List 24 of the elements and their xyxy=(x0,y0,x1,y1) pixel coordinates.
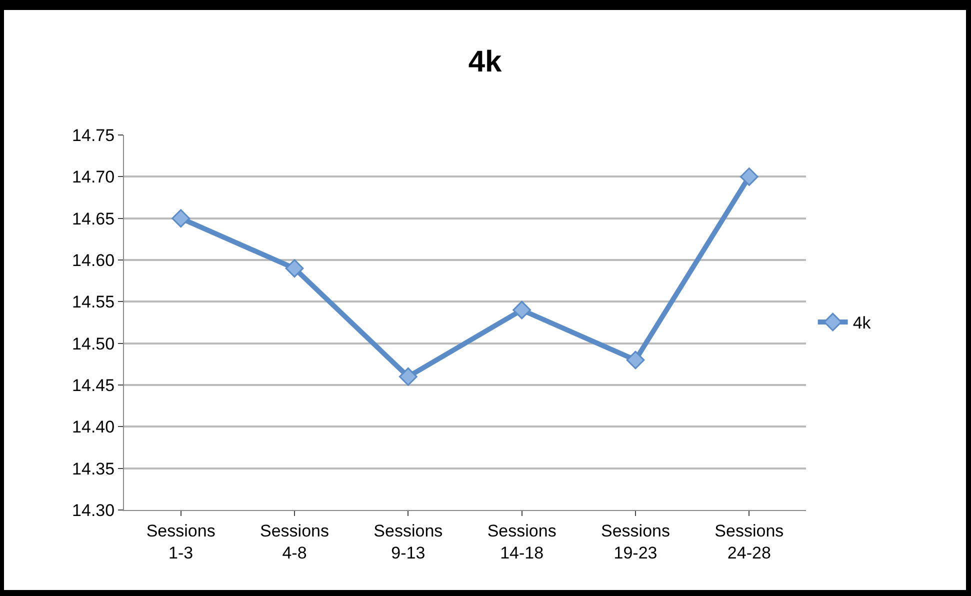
y-tick-label: 14.35 xyxy=(72,459,115,478)
legend-label: 4k xyxy=(852,314,872,333)
y-tick-label: 14.75 xyxy=(72,126,115,145)
x-tick-label: Sessions 24-28 xyxy=(714,521,784,562)
y-tick-label: 14.60 xyxy=(72,250,115,270)
point xyxy=(740,168,758,186)
y-tick-label: 14.70 xyxy=(72,168,115,187)
point xyxy=(512,300,532,320)
x-tick-label: Sessions 1-3 xyxy=(146,521,216,562)
y-tick-label: 14.45 xyxy=(72,376,115,395)
x-tick-label: Sessions 14-18 xyxy=(487,521,556,562)
x-tick-label: Sessions 19-23 xyxy=(601,521,670,562)
x-tick-label: Sessions 9-13 xyxy=(374,521,443,562)
point xyxy=(398,367,418,386)
x-tick-label: Sessions 4-8 xyxy=(260,521,329,562)
y-tick-label: 14.55 xyxy=(72,292,115,312)
y-tick-label: 14.65 xyxy=(72,209,115,228)
point xyxy=(626,350,645,370)
point xyxy=(172,209,190,228)
point xyxy=(285,259,304,278)
y-tick-label: 14.50 xyxy=(72,334,115,354)
y-tick-label: 14.40 xyxy=(72,418,115,437)
chart-title: 4k xyxy=(468,46,502,79)
y-tick-label: 14.30 xyxy=(72,500,115,520)
